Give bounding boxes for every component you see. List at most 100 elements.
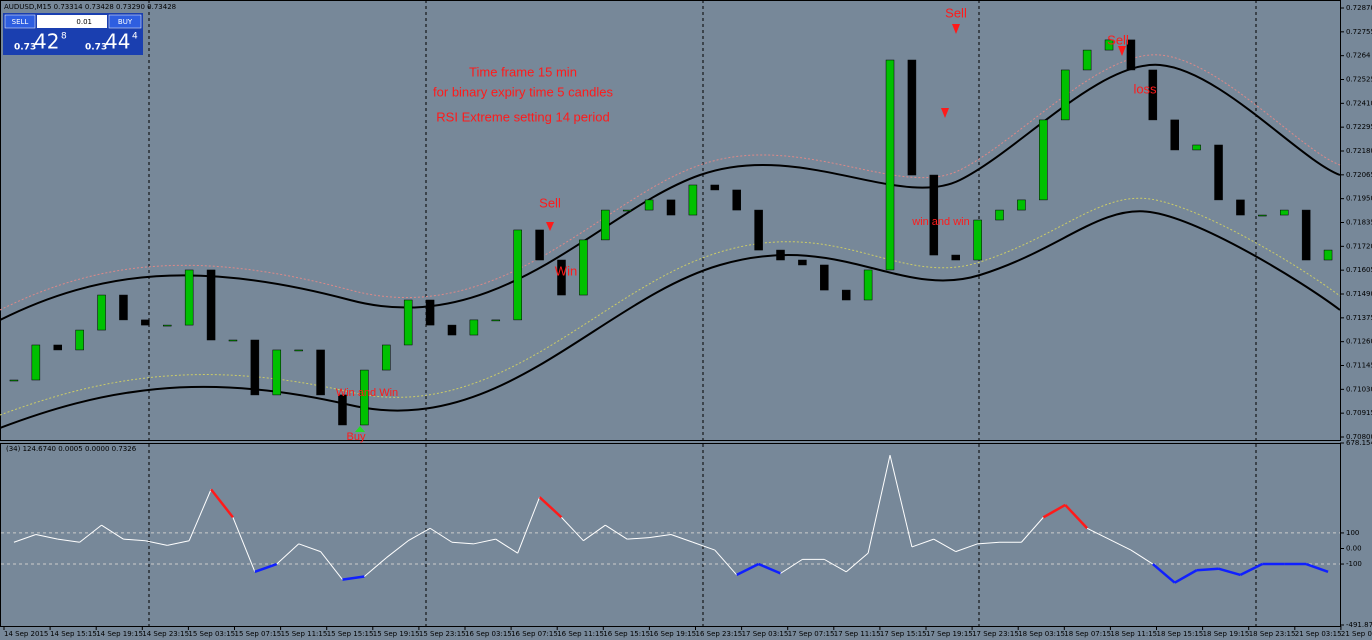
indicator-segment xyxy=(1108,538,1132,551)
candle xyxy=(1060,69,1070,121)
indicator-segment xyxy=(955,543,978,553)
price-label: 0.70915 xyxy=(1346,409,1372,417)
indicator-header: (34) 124.6740 0.0005 0.0000 0.7326 xyxy=(6,445,137,453)
candle xyxy=(754,209,763,251)
indicator-segment xyxy=(13,534,37,543)
price-label: 0.71605 xyxy=(1346,266,1372,274)
time-label: 18 Sep 23:15 xyxy=(1249,630,1296,638)
time-label: 17 Sep 11:15 xyxy=(834,630,881,638)
annotation: Win xyxy=(555,263,577,278)
candle xyxy=(250,339,260,396)
candle xyxy=(491,319,501,322)
indicator-segment xyxy=(714,549,738,576)
sell-button[interactable] xyxy=(4,14,36,29)
indicator-segment xyxy=(145,540,168,546)
candle xyxy=(469,319,479,336)
candle xyxy=(841,289,851,301)
candle xyxy=(272,349,282,396)
annotation: Sell xyxy=(945,5,967,20)
time-label: 17 Sep 07:15 xyxy=(788,630,835,638)
indicator-label: -100 xyxy=(1346,560,1362,568)
indicator-segment xyxy=(1021,517,1044,543)
candle xyxy=(1082,49,1092,71)
candle xyxy=(973,219,982,261)
price-label: 0.72525 xyxy=(1346,76,1372,84)
time-label: 18 Sep 15:15 xyxy=(1157,630,1204,638)
lot-input[interactable] xyxy=(37,15,107,28)
time-label: 17 Sep 23:15 xyxy=(972,630,1019,638)
annotation: Win and Win xyxy=(336,387,398,399)
candle xyxy=(1236,199,1245,216)
time-label: 15 Sep 23:15 xyxy=(419,630,466,638)
candle xyxy=(622,209,632,212)
candle xyxy=(1323,249,1333,261)
indicator-segment xyxy=(583,524,606,542)
bid-big: 42 xyxy=(34,30,59,54)
time-label: 14 Sep 23:15 xyxy=(142,630,189,638)
indicator-segment xyxy=(933,538,956,553)
indicator-segment xyxy=(867,455,891,554)
main-panel xyxy=(0,0,1341,441)
indicator-segment xyxy=(911,538,934,548)
candle xyxy=(97,294,106,331)
annotation: for binary expiry time 5 candles xyxy=(433,84,613,99)
candle xyxy=(820,264,829,291)
time-label: 18 Sep 11:15 xyxy=(1110,630,1157,638)
indicator-segment xyxy=(736,562,760,577)
candle xyxy=(688,184,698,216)
annotation: win and win xyxy=(911,216,969,228)
candle xyxy=(75,329,84,351)
time-label: 17 Sep 03:15 xyxy=(742,630,789,638)
indicator-segment xyxy=(692,541,715,551)
time-label: 14 Sep 15:15 xyxy=(50,630,97,638)
time-label: 18 Sep 19:15 xyxy=(1203,630,1250,638)
candle xyxy=(294,349,303,352)
sell-buy-arrows xyxy=(355,24,1126,432)
indicator-segment xyxy=(473,538,496,545)
candle xyxy=(316,349,325,396)
candle xyxy=(1192,144,1201,151)
candle xyxy=(382,344,391,371)
time-label: 16 Sep 23:15 xyxy=(696,630,743,638)
candle xyxy=(206,269,216,341)
candle xyxy=(425,299,435,326)
candle xyxy=(776,249,785,261)
indicator-segment xyxy=(364,557,387,577)
candle xyxy=(535,229,544,261)
price-label: 0.7264 xyxy=(1346,52,1371,60)
lot-value: 0.01 xyxy=(76,18,92,26)
candle xyxy=(184,269,194,326)
time-label: 17 Sep 15:15 xyxy=(880,630,927,638)
bid-prefix: 0.73 xyxy=(14,43,36,53)
indicator-segment xyxy=(889,455,913,548)
candle xyxy=(1039,119,1048,201)
candle xyxy=(1170,119,1179,151)
indicator-segment xyxy=(232,517,256,573)
candle xyxy=(513,229,522,321)
indicator-segment xyxy=(342,575,365,581)
indicator-segment xyxy=(845,552,869,573)
sell-label: SELL xyxy=(12,18,29,26)
price-label: 0.71375 xyxy=(1346,314,1372,322)
candle xyxy=(447,324,457,336)
indicator-segment xyxy=(1064,504,1089,530)
candle xyxy=(9,379,19,382)
price-label: 0.71145 xyxy=(1346,362,1372,370)
price-label: 0.72065 xyxy=(1346,171,1372,179)
time-label: 15 Sep 03:15 xyxy=(188,630,235,638)
candle xyxy=(1279,209,1289,216)
indicator-label: 678.1544 xyxy=(1346,439,1372,447)
annotation: Buy xyxy=(347,431,366,443)
candle xyxy=(710,184,720,191)
annotation: loss xyxy=(1133,81,1157,96)
time-label: 16 Sep 03:15 xyxy=(465,630,512,638)
candle xyxy=(141,319,150,326)
indicator-segment xyxy=(210,488,234,519)
buy-button[interactable] xyxy=(108,14,142,29)
